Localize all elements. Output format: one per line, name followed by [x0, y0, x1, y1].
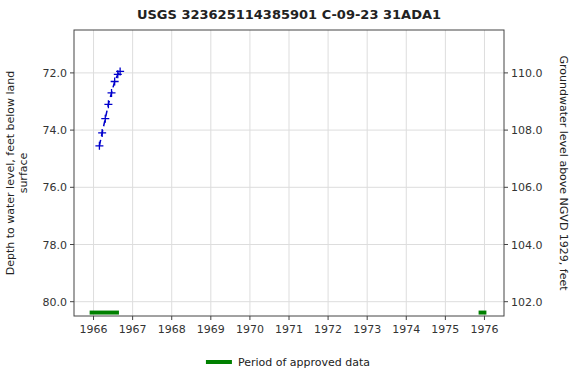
x-tick-label: 1968: [158, 323, 186, 336]
chart: 1966 1967 1968 1969 1970 1971 1972 1973 1974 1975…: [0, 0, 576, 384]
x-tick: [328, 316, 329, 320]
y2-tick-label: 102.0: [511, 296, 543, 309]
chart-title: USGS 323625114385901 C-09-23 31ADA1: [137, 7, 441, 22]
x-tick-label: 1974: [392, 323, 420, 336]
series-marker: [104, 100, 112, 108]
y-tick: [70, 244, 74, 245]
series-marker: [95, 142, 103, 150]
x-tick: [171, 316, 172, 320]
y2-tick-label: 108.0: [511, 124, 543, 137]
x-tick-label: 1969: [197, 323, 225, 336]
x-tick: [445, 316, 446, 320]
y2-tick-label: 104.0: [511, 239, 543, 252]
y2-tick: [504, 130, 508, 131]
y-tick-label: 76.0: [43, 181, 68, 194]
y2-tick: [504, 187, 508, 188]
y-tick: [70, 130, 74, 131]
grid-line-y: [74, 130, 504, 131]
plot-background: [74, 30, 504, 316]
x-tick: [93, 316, 94, 320]
x-tick: [367, 316, 368, 320]
approved-period-bar: [90, 311, 119, 315]
approved-period-bar: [479, 311, 487, 315]
grid-line-y: [74, 187, 504, 188]
x-tick: [484, 316, 485, 320]
series-marker: [108, 89, 116, 97]
y2-tick: [504, 301, 508, 302]
y-axis-label: Depth to water level, feet below landsur…: [4, 71, 30, 276]
series-marker: [101, 115, 109, 123]
x-tick-label: 1972: [314, 323, 342, 336]
legend: Period of approved data: [206, 356, 370, 369]
x-tick: [289, 316, 290, 320]
x-tick-label: 1966: [80, 323, 108, 336]
legend-label: Period of approved data: [238, 356, 370, 369]
legend-swatch: [206, 360, 232, 364]
series-marker: [111, 77, 119, 85]
x-tick-label: 1976: [470, 323, 498, 336]
y2-tick-label: 106.0: [511, 181, 543, 194]
y-tick: [70, 187, 74, 188]
y2-tick: [504, 244, 508, 245]
grid-line-y: [74, 72, 504, 73]
y2-axis-label: Groundwater level above NGVD 1929, feet: [557, 55, 570, 291]
grid-line-y: [74, 301, 504, 302]
y-tick-label: 78.0: [43, 239, 68, 252]
x-tick-label: 1973: [353, 323, 381, 336]
y-axis-label-line: Depth to water level, feet below land: [4, 71, 17, 276]
x-tick: [406, 316, 407, 320]
series-marker: [98, 129, 106, 137]
y2-tick-label: 110.0: [511, 67, 543, 80]
y2-tick: [504, 72, 508, 73]
axes: 1966 1967 1968 1969 1970 1971 1972 1973 1974 1975…: [43, 67, 543, 336]
series-marker: [116, 67, 124, 75]
y-axis-label-line: surface: [17, 152, 30, 193]
x-tick-label: 1967: [119, 323, 147, 336]
x-tick: [249, 316, 250, 320]
plot-data: [90, 67, 487, 312]
y-tick: [70, 72, 74, 73]
x-tick: [132, 316, 133, 320]
x-tick-label: 1970: [236, 323, 264, 336]
x-tick-label: 1971: [275, 323, 303, 336]
y-tick-label: 74.0: [43, 124, 68, 137]
y-tick-label: 72.0: [43, 67, 68, 80]
plot-frame: [74, 30, 504, 316]
grid: [74, 30, 504, 316]
grid-line-y: [74, 244, 504, 245]
y-tick: [70, 301, 74, 302]
y-tick-label: 80.0: [43, 296, 68, 309]
x-tick-label: 1975: [431, 323, 459, 336]
x-tick: [210, 316, 211, 320]
